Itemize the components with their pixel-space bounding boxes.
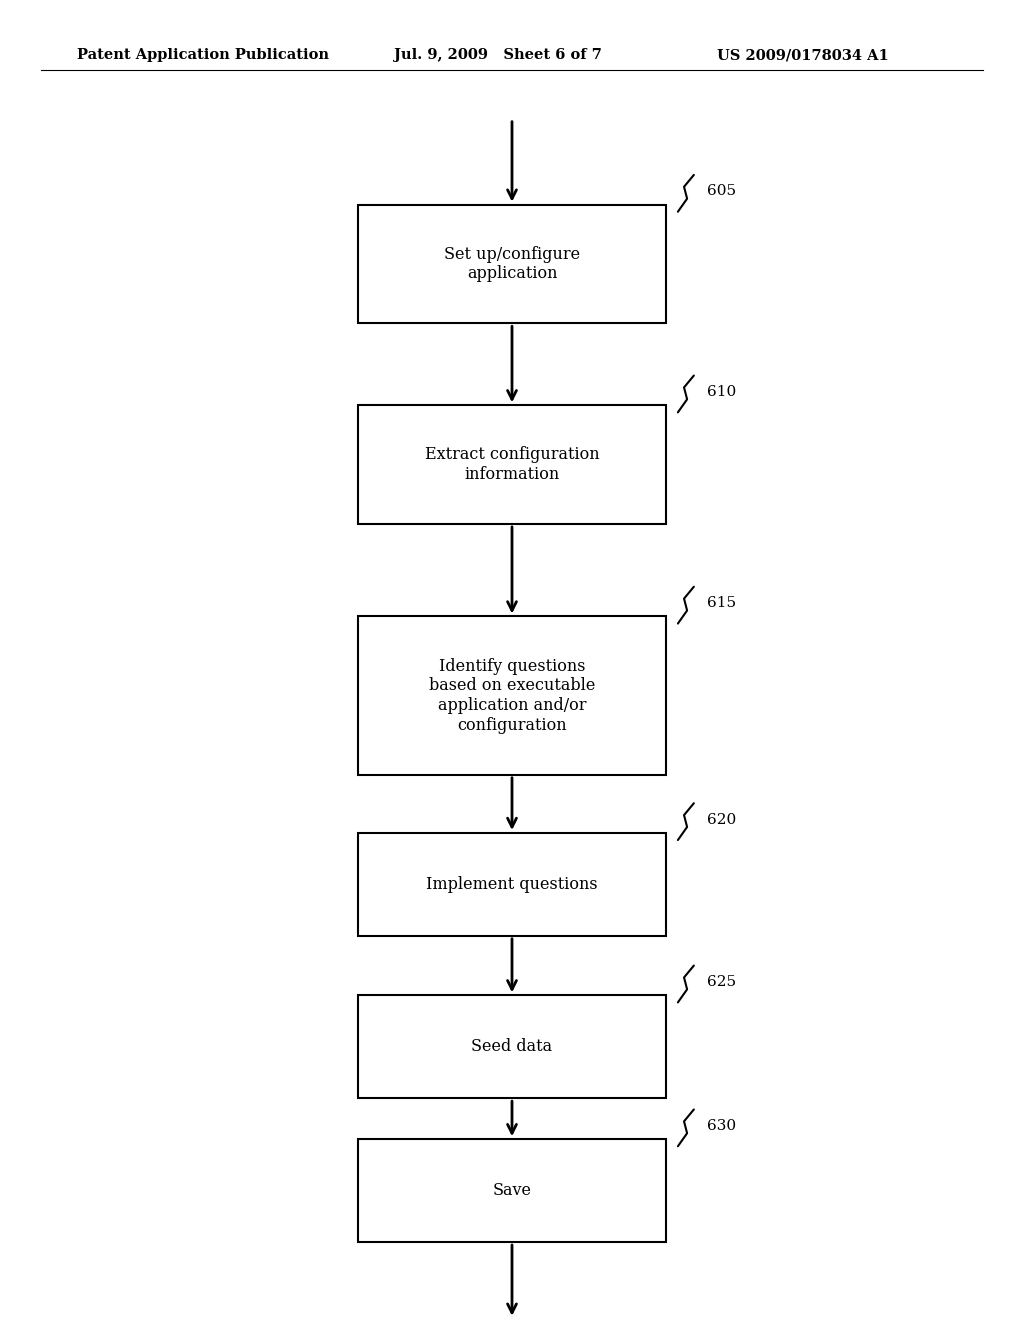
Text: 620: 620	[707, 813, 736, 826]
Bar	[358, 995, 666, 1098]
Text: US 2009/0178034 A1: US 2009/0178034 A1	[717, 49, 889, 62]
Text: 610: 610	[707, 385, 736, 399]
Bar	[358, 1139, 666, 1242]
Text: Seed data: Seed data	[471, 1039, 553, 1055]
Text: Extract configuration
information: Extract configuration information	[425, 446, 599, 483]
Text: 625: 625	[707, 975, 735, 989]
Text: Jul. 9, 2009   Sheet 6 of 7: Jul. 9, 2009 Sheet 6 of 7	[394, 49, 602, 62]
Bar	[358, 205, 666, 323]
Text: Identify questions
based on executable
application and/or
configuration: Identify questions based on executable a…	[429, 657, 595, 734]
Text: Implement questions: Implement questions	[426, 876, 598, 892]
Bar	[358, 616, 666, 775]
Text: 630: 630	[707, 1119, 735, 1133]
Text: 615: 615	[707, 597, 735, 610]
Text: Set up/configure
application: Set up/configure application	[444, 246, 580, 282]
Text: 605: 605	[707, 185, 735, 198]
Bar	[358, 405, 666, 524]
Bar	[358, 833, 666, 936]
Text: Patent Application Publication: Patent Application Publication	[77, 49, 329, 62]
Text: Save: Save	[493, 1183, 531, 1199]
